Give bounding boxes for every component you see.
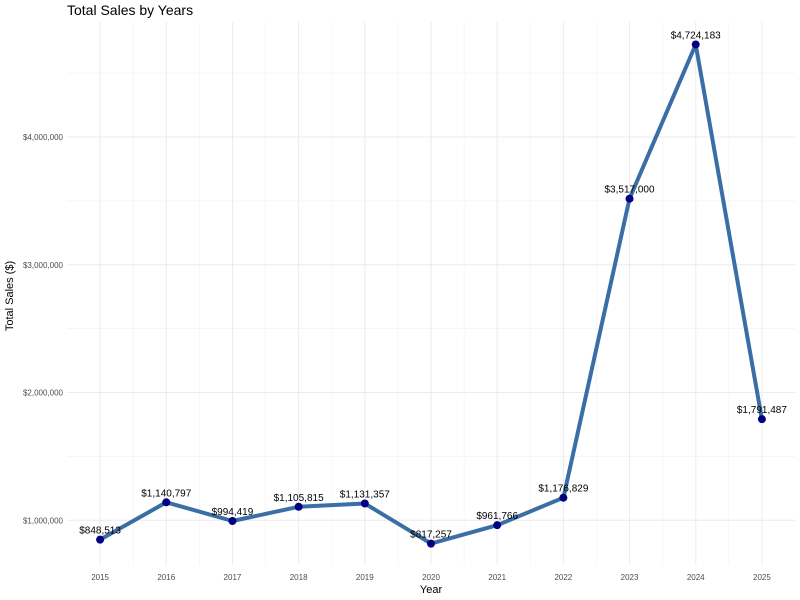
data-point xyxy=(96,535,105,544)
data-point xyxy=(559,493,568,502)
data-point xyxy=(228,516,237,525)
data-point xyxy=(757,415,766,424)
x-axis-title: Year xyxy=(420,584,443,596)
x-tick-label: 2023 xyxy=(621,573,639,582)
y-tick-label: $1,000,000 xyxy=(23,516,64,525)
x-tick-label: 2018 xyxy=(290,573,308,582)
x-tick-label: 2016 xyxy=(157,573,175,582)
data-point xyxy=(162,498,171,507)
data-point xyxy=(691,40,700,49)
x-tick-label: 2021 xyxy=(488,573,506,582)
data-label: $1,176,829 xyxy=(538,484,588,495)
data-point xyxy=(427,539,435,548)
x-tick-label: 2020 xyxy=(422,573,440,582)
data-label: $1,131,357 xyxy=(340,489,390,500)
data-point xyxy=(294,502,303,511)
x-tick-label: 2024 xyxy=(687,573,705,582)
data-label: $4,724,183 xyxy=(671,30,721,41)
data-label: $961,766 xyxy=(476,511,518,522)
data-point xyxy=(493,521,502,530)
y-tick-label: $3,000,000 xyxy=(23,261,64,270)
data-point xyxy=(625,194,634,203)
y-tick-label: $4,000,000 xyxy=(23,133,64,142)
data-points xyxy=(96,40,766,548)
grid xyxy=(67,22,795,565)
data-label: $3,517,000 xyxy=(605,185,655,196)
data-label: $1,791,487 xyxy=(737,405,787,416)
data-labels: $848,513 $1,140,797 $994,419 $1,105,815 $1,1… xyxy=(79,30,787,540)
x-tick-label: 2022 xyxy=(554,573,572,582)
x-tick-label: 2025 xyxy=(753,573,771,582)
x-tick-label: 2017 xyxy=(224,573,242,582)
y-axis-title: Total Sales ($) xyxy=(4,261,16,331)
x-axis-ticks: 2015 2016 2017 2018 2019 2020 2021 2022 2023 2024… xyxy=(91,573,771,582)
data-point xyxy=(360,499,369,508)
data-label: $1,140,797 xyxy=(141,488,191,499)
y-axis-ticks: $1,000,000 $2,000,000 $3,000,000 $4,000,000 xyxy=(23,133,64,525)
data-label: $848,513 xyxy=(79,526,121,537)
data-label: $1,105,815 xyxy=(274,493,324,504)
data-label: $994,419 xyxy=(212,507,254,518)
y-tick-label: $2,000,000 xyxy=(23,389,64,398)
x-tick-label: 2019 xyxy=(356,573,374,582)
chart-title: Total Sales by Years xyxy=(67,2,193,18)
data-label: $817,257 xyxy=(410,530,452,541)
x-tick-label: 2015 xyxy=(91,573,109,582)
